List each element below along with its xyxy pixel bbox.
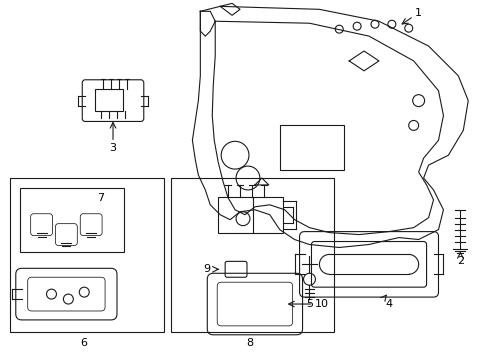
Text: 1: 1 bbox=[414, 8, 421, 18]
Text: 5: 5 bbox=[305, 299, 312, 309]
Bar bbox=[218, 197, 282, 233]
Bar bbox=[95, 89, 122, 111]
Text: 6: 6 bbox=[81, 338, 87, 348]
Bar bbox=[10, 178, 163, 332]
Text: 10: 10 bbox=[314, 299, 328, 309]
Text: 2: 2 bbox=[456, 256, 463, 266]
Text: 9: 9 bbox=[203, 264, 210, 274]
Text: 3: 3 bbox=[109, 143, 116, 153]
Bar bbox=[279, 125, 344, 170]
Text: 8: 8 bbox=[246, 338, 253, 348]
Text: 7: 7 bbox=[97, 193, 104, 203]
Text: 4: 4 bbox=[385, 299, 392, 309]
Bar bbox=[170, 178, 334, 332]
Bar bbox=[20, 188, 123, 252]
